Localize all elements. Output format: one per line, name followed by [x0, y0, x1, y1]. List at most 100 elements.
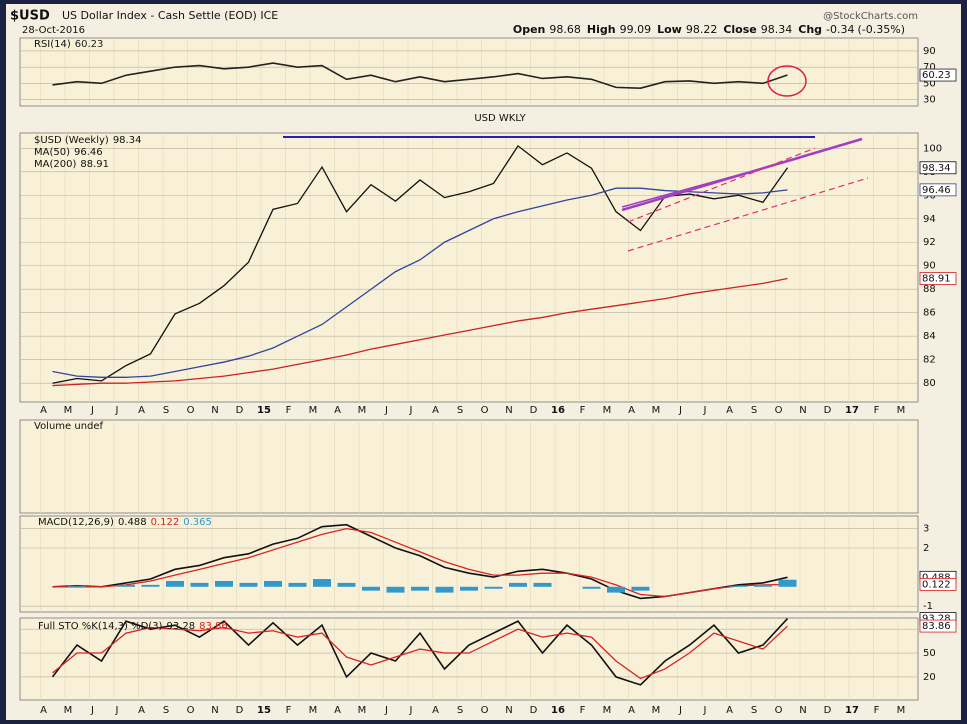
value-label: 0.488	[922, 572, 951, 583]
x-tick-label: A	[138, 405, 145, 416]
legend-name: $USD (Weekly)	[34, 135, 109, 146]
x-tick-label: N	[799, 405, 806, 416]
y-tick-label: 3	[923, 524, 929, 535]
x-tick-label: 15	[257, 705, 271, 716]
x-tick-label: S	[751, 405, 757, 416]
legend-value: 0.365	[183, 517, 212, 528]
y-tick-label: 88	[923, 284, 936, 295]
x-tick-label: O	[187, 705, 195, 716]
source: @StockCharts.com	[823, 11, 918, 22]
histogram-bar	[190, 582, 209, 587]
quote-value: 98.34	[761, 23, 793, 36]
histogram-bar	[386, 586, 405, 593]
value-box	[919, 183, 957, 197]
panel	[19, 419, 919, 514]
value-box	[919, 68, 957, 82]
x-tick-label: D	[530, 405, 538, 416]
histogram-bar	[411, 586, 429, 591]
y-tick-label: 50	[923, 78, 936, 89]
histogram-bar	[607, 586, 625, 593]
x-tick-label: O	[775, 405, 783, 416]
legend-value: 98.34	[113, 135, 142, 146]
x-tick-label: O	[481, 405, 489, 416]
x-tick-label: A	[334, 705, 341, 716]
legend-value: 93.28	[166, 621, 195, 632]
x-tick-label: F	[580, 705, 586, 716]
legend-entry: RSI(14) 60.23	[34, 39, 103, 50]
x-tick-label: S	[457, 705, 463, 716]
x-tick-label: F	[874, 705, 880, 716]
quote-label: Open	[513, 23, 546, 36]
x-tick-label: O	[481, 705, 489, 716]
x-tick-label: O	[187, 405, 195, 416]
x-tick-label: A	[726, 405, 733, 416]
panel	[19, 37, 919, 107]
x-tick-label: S	[163, 405, 169, 416]
x-tick-label: J	[678, 705, 682, 716]
x-tick-label: D	[824, 405, 832, 416]
legend-value: 96.46	[74, 147, 103, 158]
plots: 30 50 70 90 60.23 RSI(14) 60.23 80 82 84 86 88 90 92 9…	[19, 37, 957, 716]
histogram-bar	[264, 580, 282, 587]
histogram-bar	[68, 585, 86, 587]
x-tick-label: A	[628, 705, 635, 716]
value-box	[919, 578, 957, 591]
y-tick-label: 84	[923, 331, 936, 342]
x-tick-label: J	[384, 405, 388, 416]
value-label: 60.23	[922, 70, 951, 81]
x-tick-label: M	[64, 405, 73, 416]
legend-value: 0.122	[151, 517, 180, 528]
x-tick-label: M	[309, 705, 318, 716]
instrument-name: US Dollar Index - Cash Settle (EOD) ICE	[62, 9, 278, 22]
x-tick-label: 16	[551, 405, 565, 416]
quote-label: Chg	[798, 23, 822, 36]
x-tick-label: A	[138, 705, 145, 716]
histogram-bar	[141, 584, 160, 587]
y-tick-label: -1	[923, 601, 933, 612]
y-tick-label: 90	[923, 46, 936, 57]
x-tick-label: D	[824, 705, 832, 716]
legend-value: 83.86	[199, 621, 228, 632]
x-tick-label: D	[530, 705, 538, 716]
x-tick-label: 16	[551, 705, 565, 716]
x-tick-label: J	[115, 705, 119, 716]
x-tick-label: A	[40, 405, 47, 416]
x-tick-label: 17	[845, 405, 859, 416]
quote-value: 98.68	[549, 23, 581, 36]
y-tick-label: 100	[923, 143, 942, 154]
histogram-bar	[288, 582, 307, 587]
channel-dashed	[627, 147, 816, 223]
y-tick-label: 80	[923, 378, 936, 389]
x-tick-label: M	[603, 405, 612, 416]
x-tick-label: J	[90, 405, 94, 416]
x-tick-label: M	[64, 705, 73, 716]
x-tick-label: F	[874, 405, 880, 416]
value-label: 88.91	[922, 274, 951, 285]
panel	[19, 617, 919, 701]
x-tick-label: 17	[845, 705, 859, 716]
histogram-bar	[166, 580, 184, 587]
date: 28-Oct-2016	[22, 25, 85, 36]
x-tick-label: 15	[257, 405, 271, 416]
annotations	[283, 65, 869, 252]
x-tick-label: A	[432, 405, 439, 416]
x-tick-label: S	[751, 705, 757, 716]
histogram-bar	[533, 582, 552, 587]
quote-value: -0.34	[826, 23, 854, 36]
y-tick-label: 20	[923, 672, 936, 683]
histogram-bar	[215, 580, 233, 587]
x-tick-label: A	[628, 405, 635, 416]
x-tick-label: A	[40, 705, 47, 716]
value-box	[919, 161, 957, 175]
histogram-bar	[117, 584, 135, 587]
panel	[19, 132, 919, 403]
x-tick-label: N	[799, 705, 806, 716]
x-tick-label: J	[90, 705, 94, 716]
y-tick-label: 94	[923, 214, 936, 225]
legend-entry: $USD (Weekly) 98.34	[34, 135, 141, 146]
x-tick-label: M	[309, 405, 318, 416]
x-tick-label: M	[358, 705, 367, 716]
x-tick-label: N	[505, 705, 512, 716]
quote-change-pct: (-0.35%)	[858, 23, 906, 36]
